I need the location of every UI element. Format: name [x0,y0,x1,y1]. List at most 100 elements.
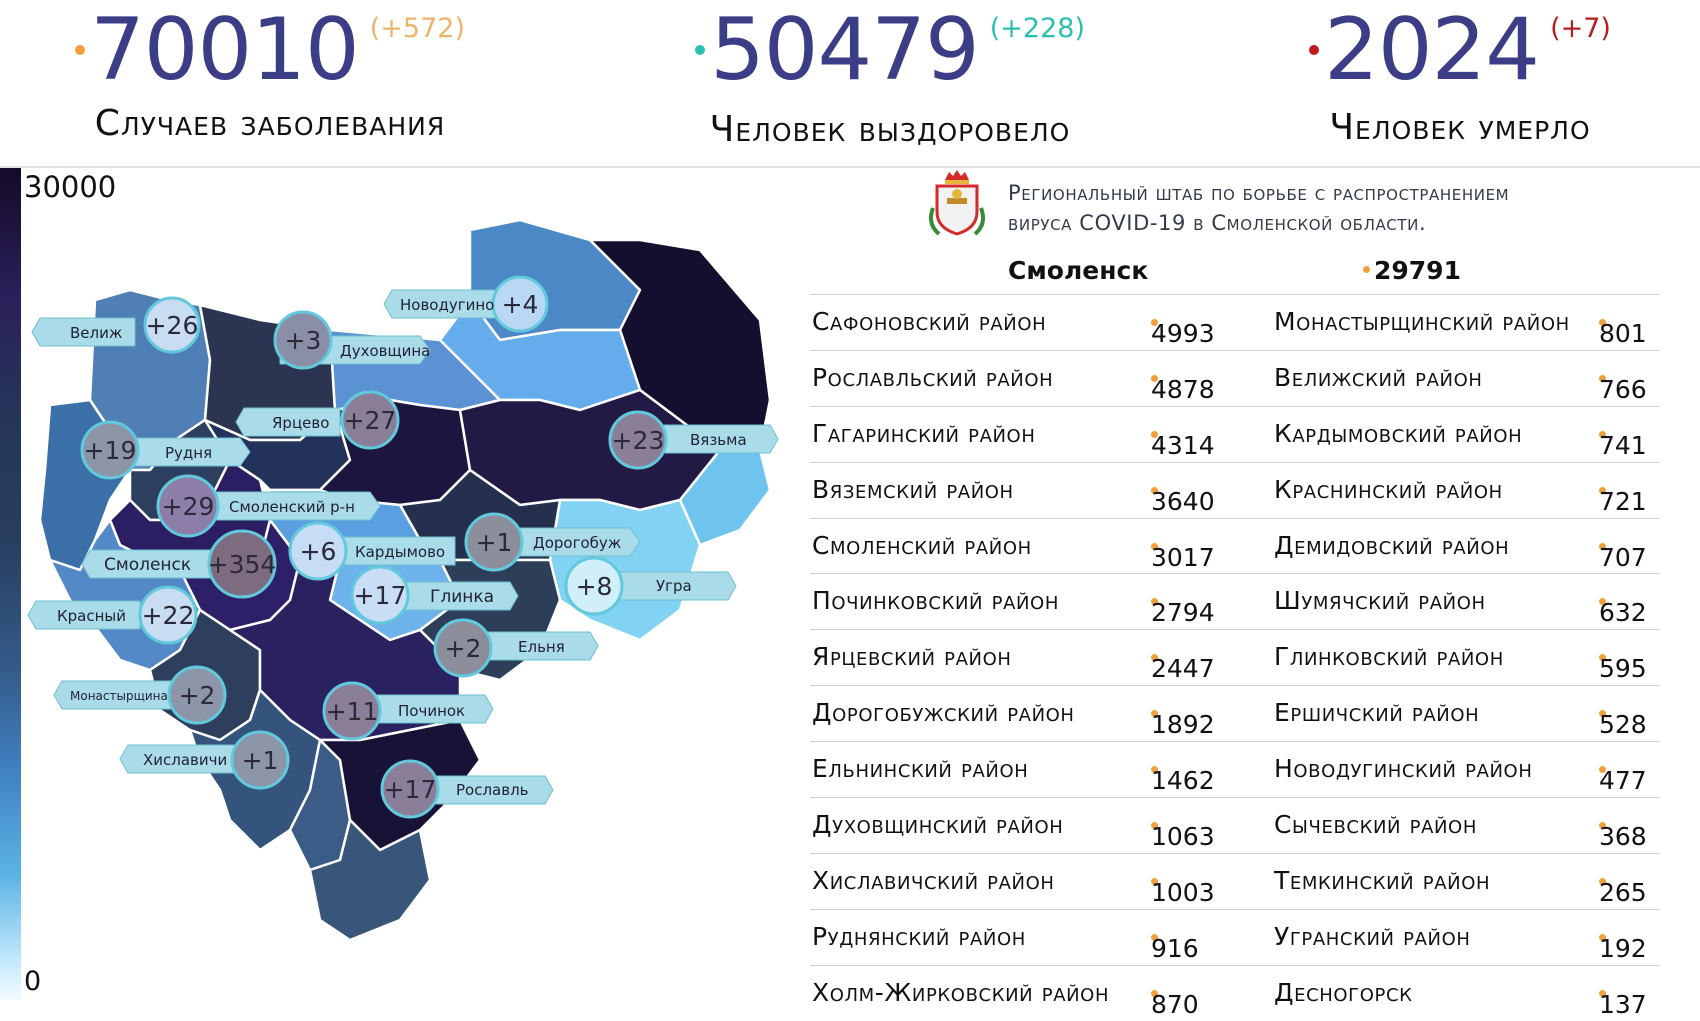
table-row: Ельнинский район 1462 Новодугинский район 4… [810,741,1660,797]
circle-kardymovo [288,521,348,581]
label-plate-velizh [31,317,136,347]
hq-line-1: Региональный штаб по борьбе с распростра… [1008,181,1510,205]
recovered-delta: (+228) [989,12,1085,44]
right-district-name: Ершичский район [1274,698,1480,728]
circle-ugra [564,556,624,616]
bullet-dot [1599,822,1606,830]
right-district-name: Велижский район [1274,362,1483,392]
left-district-value: 916 [1151,933,1199,963]
delta-monastyrshchina: +2 [179,681,216,710]
place-label-elnya: Ельня [518,638,565,656]
circle-roslavl [380,759,440,819]
right-district-name: Новодугинский район [1274,754,1533,784]
delta-ugra: +8 [576,572,613,601]
bullet-dot [1151,430,1158,438]
delta-khislavichi: +1 [242,746,279,775]
district-sychevka[interactable] [468,218,642,342]
circle-dorogobuzh [464,512,524,572]
hq-title: Региональный штаб по борьбе с распростра… [1008,178,1509,238]
delta-rudnya: +19 [84,436,137,465]
circle-yartsevo [340,390,400,450]
bullet-dot [1151,319,1158,326]
right-district-value: 265 [1599,877,1647,907]
cases-dot [74,45,85,55]
bullet-dot [1151,766,1158,774]
table-row: Хиславичский район 1003 Темкинский район 26… [810,852,1660,909]
left-district-value: 2794 [1151,598,1215,628]
right-district-name: Сычевский район [1274,810,1477,840]
right-district-value: 707 [1599,542,1647,572]
place-label-khislavichi: Хиславичи [143,751,227,769]
delta-smolensk: +354 [208,550,277,579]
place-label-velizh: Велиж [70,324,122,342]
left-district-name: Хиславичский район [812,865,1055,895]
bullet-dot [1599,654,1606,662]
recovered-value: 50479 [710,0,980,100]
delta-elnya: +2 [445,634,482,663]
scale-min-label: 0 [24,966,42,997]
place-label-smolensky-rn: Смоленский р-н [229,498,355,516]
deaths-value: 2024 [1324,0,1540,100]
right-district-name: Краснинский район [1274,474,1503,504]
left-district-name: Руднянский район [812,921,1026,951]
table-row: Смоленский район 3017 Демидовский район 707 [810,517,1660,574]
left-district-value: 4314 [1151,430,1215,460]
bullet-dot [1151,486,1158,494]
deaths-delta: (+7) [1550,12,1611,44]
hq-line-2: вируса COVID-19 в Смоленской области. [1008,211,1427,235]
left-district-name: Вяземский район [812,474,1014,504]
place-label-pochinok: Починок [398,702,465,720]
bullet-dot [1151,542,1158,550]
deaths-dot [1309,45,1320,55]
circle-khislavichi [230,730,290,790]
place-label-dukhovshchina: Духовщина [340,342,430,360]
circle-novodugino [491,275,549,333]
bullet-dot [1599,766,1606,774]
circle-smolensky-rn [156,474,220,538]
coat-of-arms-icon [929,170,985,236]
header-divider [0,166,1700,168]
left-district-name: Рославльский район [812,362,1054,392]
scale-max-label: 30000 [24,170,117,204]
label-plate-smolensk [81,549,216,579]
circle-smolensk [207,529,277,599]
left-district-name: Духовщинский район [812,810,1064,840]
place-label-ugra: Угра [656,577,692,595]
bullet-dot [1151,989,1158,997]
delta-krasny: +22 [142,601,195,630]
right-district-name: Шумячский район [1274,586,1486,616]
right-district-name: Темкинский район [1274,865,1491,895]
bullet-dot [1599,486,1606,494]
bullet-dot [1599,598,1606,606]
place-label-roslavl: Рославль [456,781,529,799]
left-district-value: 870 [1151,989,1199,1019]
right-district-name: Монастырщинский район [1274,307,1570,336]
right-district-value: 595 [1599,654,1647,684]
place-label-vyazma: Вязьма [690,431,747,449]
right-district-value: 192 [1599,933,1647,963]
deaths-label: Человек умерло [1329,107,1591,148]
place-label-rudnya: Рудня [165,444,212,462]
left-district-name: Холм-Жирковский район [812,977,1110,1007]
left-district-name: Ельнинский район [812,754,1029,784]
bullet-dot [1599,933,1606,941]
place-label-smolensk: Смоленск [104,555,191,575]
bullet-dot [1599,430,1606,438]
left-district-value: 4878 [1151,374,1215,404]
label-plate-novodugino [383,289,501,319]
left-district-value: 1003 [1151,877,1215,907]
circle-glinka [350,565,410,625]
district-ershichi[interactable] [308,818,432,942]
table-row: Гагаринский район 4314 Кардымовский район 7… [810,405,1660,462]
recovered-label: Человек выздоровело [709,109,1071,150]
label-plate-monastyrshchina [53,680,181,710]
stat-deaths: 2024 (+7) Человек умерло [1270,0,1650,148]
recovered-dot [694,45,705,55]
left-district-value: 3640 [1151,486,1215,516]
delta-glinka: +17 [354,581,407,610]
bullet-dot [1599,989,1606,997]
left-district-value: 2447 [1151,654,1215,684]
city-value-wrap: 29791 [1363,256,1461,285]
place-label-kardymovo: Кардымово [355,543,445,561]
left-district-value: 1462 [1151,766,1215,796]
